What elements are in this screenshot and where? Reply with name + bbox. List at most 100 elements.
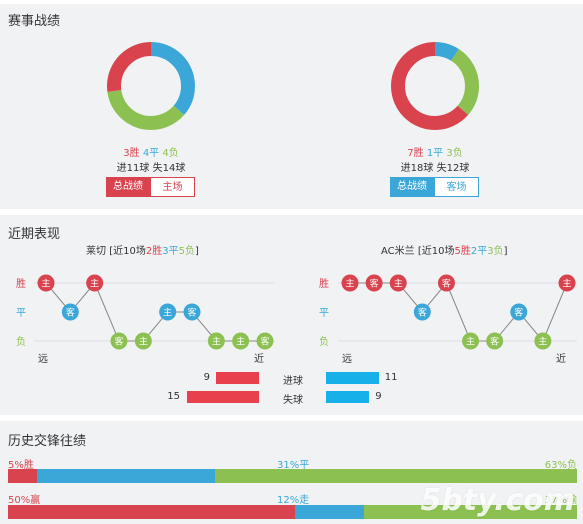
right-near-label: 近 [556, 352, 566, 365]
right-conceded-value: 9 [375, 391, 382, 402]
history-row1-left-seg [8, 469, 37, 483]
right-tab-away[interactable]: 客场 [434, 177, 479, 197]
left-recent-losses: 5负 [178, 246, 195, 257]
right-form-point [510, 303, 528, 321]
right-form-venue: 客 [418, 307, 427, 319]
right-summary-pre: [近10场 [417, 246, 455, 257]
left-form-venue: 客 [114, 336, 123, 348]
right-form-point [341, 274, 359, 292]
left-summary-pre: [近10场 [109, 246, 146, 257]
right-form-point [558, 274, 576, 292]
recent-panel: 近期表现 莱切 [近10场2胜3平5负] AC米兰 [近10场5胜2平3负] 胜… [0, 215, 583, 415]
right-form-venue: 主 [345, 278, 354, 290]
right-form-point [365, 274, 383, 292]
right-goals-line: 进18球 失12球 [375, 159, 495, 174]
right-form-venue: 客 [442, 278, 451, 290]
history-row2-left-seg [8, 505, 296, 519]
history-row2-bar [8, 505, 577, 519]
left-form-venue: 客 [260, 336, 269, 348]
right-goals-bar [326, 372, 379, 384]
history-title: 历史交锋往绩 [8, 434, 87, 449]
left-form-venue: 主 [90, 278, 99, 290]
right-form-venue: 主 [538, 336, 547, 348]
history-row2-mid-text: 12%走 [277, 495, 310, 506]
left-form-point [110, 332, 128, 350]
left-form-venue: 主 [41, 278, 50, 290]
left-record-counts: 3胜 4平 4负 [91, 144, 211, 159]
right-draws: 1平 [426, 148, 444, 159]
right-form-venue: 主 [466, 336, 475, 348]
right-team-name: AC米兰 [381, 246, 415, 257]
history-row1-mid-seg [36, 469, 215, 483]
right-record-counts: 7胜 1平 3负 [375, 144, 495, 159]
right-form-venue: 主 [394, 278, 403, 290]
right-row-label-w: 胜 [319, 278, 329, 290]
goals-label: 进球 [283, 376, 303, 387]
left-form-point [232, 332, 250, 350]
left-row-label-l: 负 [16, 335, 26, 348]
left-conceded-bar [187, 391, 259, 403]
left-form-venue: 客 [187, 307, 196, 319]
left-form-venue: 客 [66, 307, 75, 319]
right-recent-losses: 3负 [487, 246, 504, 257]
left-form-venue: 主 [212, 336, 221, 348]
right-form-venue: 主 [562, 278, 571, 290]
watermark-text: 5bty.com [420, 483, 575, 518]
history-row2-right-text: 37%输 [544, 495, 577, 506]
left-summary-post: ] [194, 246, 199, 257]
history-row2-left-text: 50%赢 [8, 495, 41, 506]
history-row1-right-text: 63%负 [544, 460, 577, 471]
left-form-point [61, 303, 79, 321]
recent-form-chart: 胜平负主客主客 主主 客主主客远近 胜平负主客主客客主 客客主主远近 [16, 274, 577, 365]
left-near-label: 近 [254, 352, 264, 365]
left-row-label-d: 平 [16, 308, 26, 319]
right-form-point [462, 332, 480, 350]
right-conceded-bar [326, 391, 370, 403]
left-row-label-w: 胜 [16, 278, 26, 290]
left-tab-home[interactable]: 主场 [150, 177, 195, 197]
history-row1-right-seg [214, 469, 577, 483]
left-form-line [45, 282, 265, 342]
left-donut-loss-slice [107, 42, 195, 130]
right-goals-value: 11 [384, 372, 398, 383]
right-wins: 7胜 [407, 148, 424, 159]
right-tab-overall[interactable]: 总战绩 [390, 177, 434, 197]
right-form-venue: 客 [514, 307, 523, 319]
left-form-point [159, 303, 177, 321]
history-row2-mid-seg [295, 505, 365, 519]
left-form-venue: 主 [139, 336, 148, 348]
history-row1-mid-text: 31%平 [277, 460, 310, 471]
right-far-label: 远 [342, 353, 352, 365]
left-losses: 4负 [162, 148, 179, 159]
conceded-label: 失球 [283, 395, 303, 406]
history-row2-right-seg [364, 505, 577, 519]
right-form-venue: 客 [490, 336, 499, 348]
history-panel: 历史交锋往绩 5%胜 31%平 63%负 50%赢 12%走 37%输 5bty… [0, 421, 583, 524]
left-tab-overall[interactable]: 总战绩 [106, 177, 150, 197]
left-form-venue: 主 [163, 307, 172, 319]
record-title: 赛事战绩 [8, 14, 61, 29]
right-summary-post: ] [503, 246, 508, 257]
right-losses: 3负 [446, 148, 463, 159]
right-form-point [437, 274, 455, 292]
right-form-line [350, 282, 568, 342]
left-form-venue: 主 [236, 336, 245, 348]
record-panel: 赛事战绩 3胜 4平 4负 进11球 失14球 总战绩 主场 7胜 1平 3负 … [0, 4, 583, 209]
left-goals-line: 进11球 失14球 [91, 159, 211, 174]
right-form-point [389, 274, 407, 292]
right-donut-win-slice [391, 42, 479, 130]
right-form-point [486, 332, 504, 350]
left-team-name: 莱切 [86, 246, 106, 257]
left-goals: 进11球 [116, 163, 150, 174]
left-form-point [134, 332, 152, 350]
left-form-point [183, 303, 201, 321]
right-recent-wins: 5胜 [454, 246, 471, 257]
left-record-donut [107, 42, 195, 130]
right-recent-summary: AC米兰 [近10场5胜2平3负] [381, 242, 508, 257]
history-row1-left-text: 5%胜 [8, 460, 34, 471]
left-donut-win-slice [107, 42, 195, 130]
right-form-point [413, 303, 431, 321]
left-form-point [37, 274, 55, 292]
right-record-donut [391, 42, 479, 130]
recent-title: 近期表现 [8, 227, 61, 242]
